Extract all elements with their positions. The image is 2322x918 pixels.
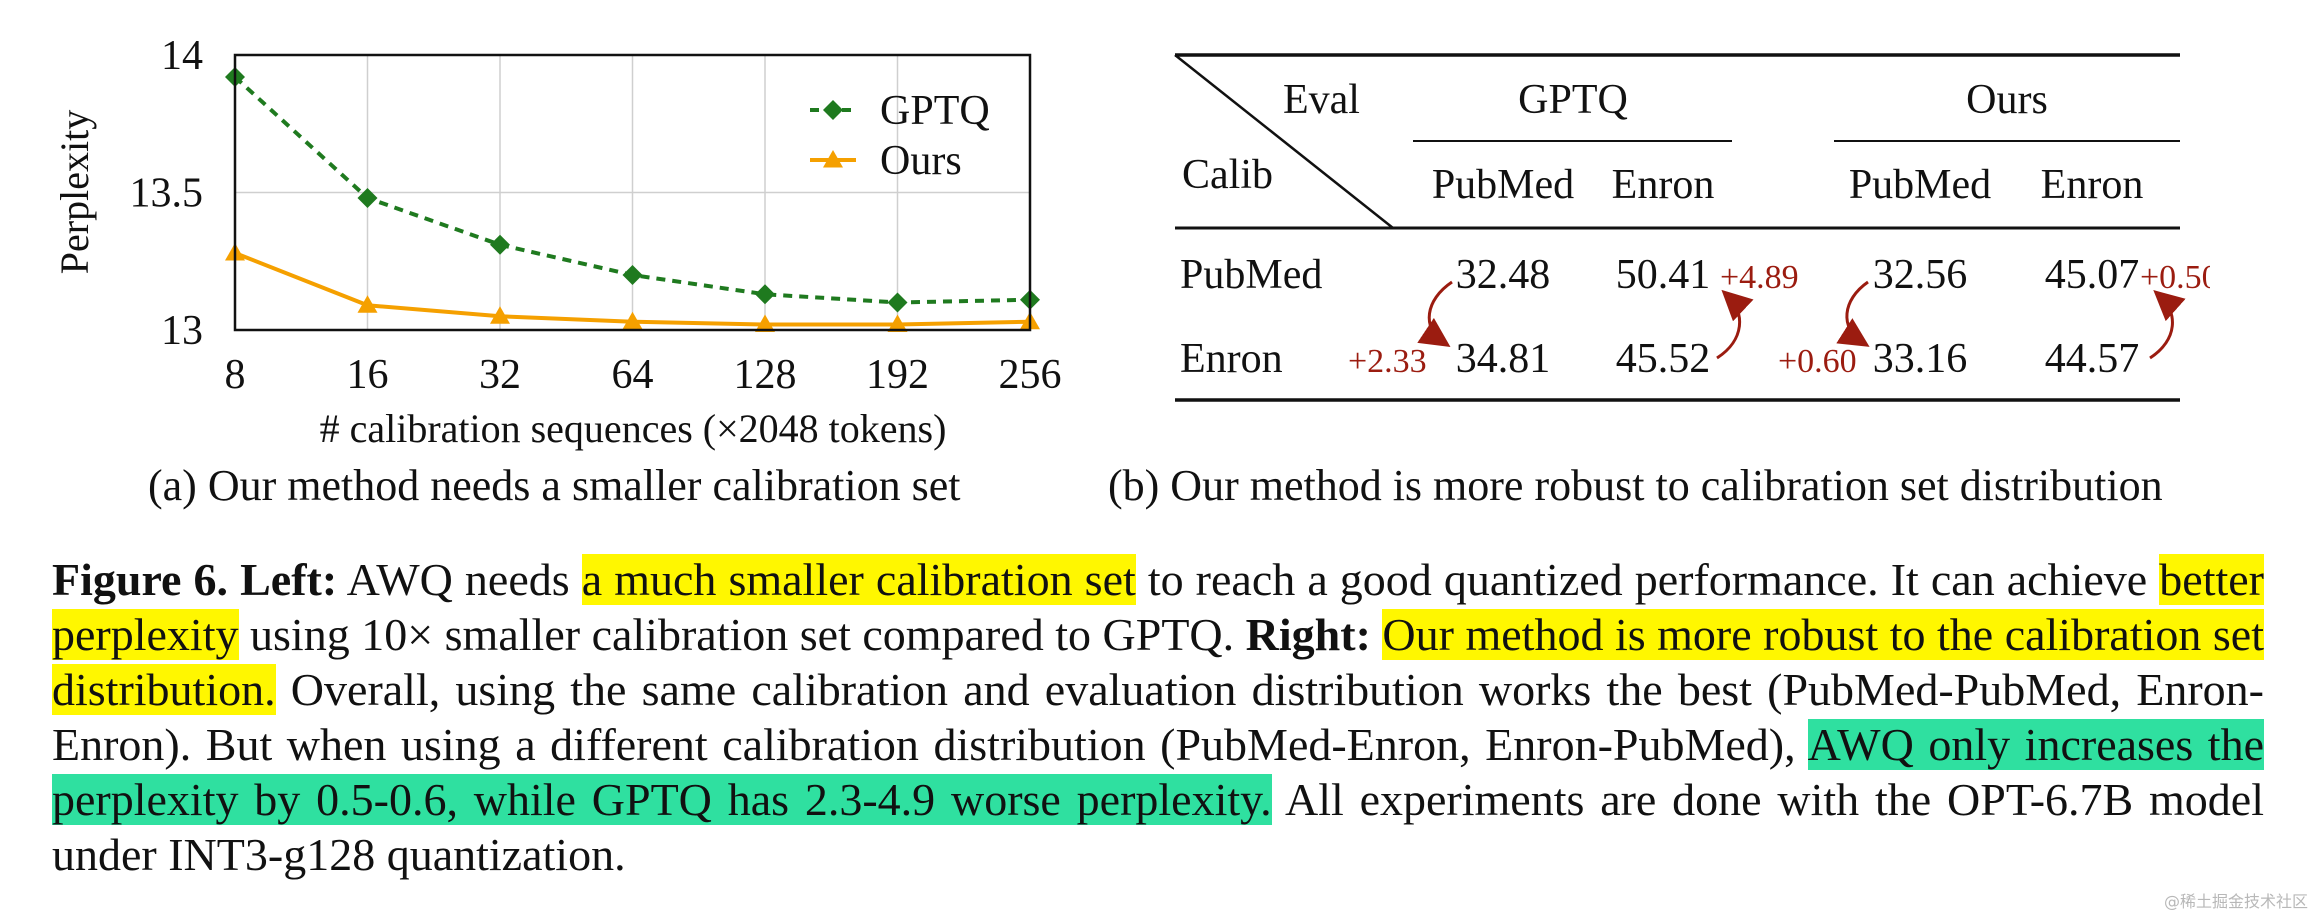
y-tick-label: 13 bbox=[161, 308, 203, 354]
x-tick-label: 256 bbox=[999, 352, 1062, 398]
watermark: @稀土掘金技术社区 bbox=[2163, 892, 2308, 911]
x-tick-label: 32 bbox=[479, 352, 521, 398]
data-point-ours bbox=[887, 314, 908, 332]
row-label-enron: Enron bbox=[1180, 336, 1283, 382]
perplexity-line-chart: 8 16 32 64 128 192 256 14 13.5 13 Perplexity # ca… bbox=[52, 33, 1062, 451]
x-tick-label: 16 bbox=[347, 352, 389, 398]
data-point-gptq bbox=[357, 188, 378, 208]
caption-figure-number: Figure 6. bbox=[52, 554, 229, 605]
cell-enron-ours-enron: 44.57 bbox=[2045, 336, 2140, 382]
delta-gptq-pubmed: +2.33 bbox=[1348, 343, 1427, 380]
group-header-ours: Ours bbox=[1966, 77, 2048, 123]
y-axis-label: Perplexity bbox=[52, 110, 97, 274]
y-tick-label: 13.5 bbox=[130, 171, 204, 217]
arrow-gptq-enron bbox=[1716, 289, 1754, 360]
y-tick-label: 14 bbox=[161, 33, 203, 79]
subcaption-a: (a) Our method needs a smaller calibrati… bbox=[148, 461, 961, 510]
caption-left-label: Left: bbox=[240, 554, 338, 605]
x-axis-label: # calibration sequences (×2048 tokens) bbox=[320, 406, 947, 451]
corner-eval-label: Eval bbox=[1283, 77, 1360, 123]
caption-text-3: using 10× smaller calibration set compar… bbox=[238, 609, 1246, 660]
col-header-ours-enron: Enron bbox=[2041, 162, 2144, 208]
data-point-gptq bbox=[887, 292, 908, 313]
delta-ours-enron: +0.50 bbox=[2140, 259, 2210, 296]
chart-ticks: 8 16 32 64 128 192 256 14 13.5 13 bbox=[130, 33, 1062, 398]
data-point-ours bbox=[755, 314, 775, 332]
cell-pubmed-ours-enron: 45.07 bbox=[2045, 252, 2140, 298]
cell-enron-gptq-enron: 45.52 bbox=[1616, 336, 1711, 382]
caption-right-label: Right: bbox=[1245, 609, 1371, 660]
legend-marker-ours bbox=[823, 150, 843, 168]
data-point-ours bbox=[357, 295, 378, 313]
legend-marker-gptq bbox=[823, 100, 843, 120]
x-tick-label: 192 bbox=[866, 352, 929, 398]
plot-frame bbox=[233, 53, 1032, 332]
caption-text-5: Overall, using the same calibration and … bbox=[52, 664, 2264, 770]
caption-text-2: to reach a good quantized performance. I… bbox=[1135, 554, 2160, 605]
col-header-gptq-enron: Enron bbox=[1612, 162, 1715, 208]
cell-pubmed-ours-pubmed: 32.56 bbox=[1873, 252, 1968, 298]
x-tick-label: 128 bbox=[734, 352, 797, 398]
cell-enron-gptq-pubmed: 34.81 bbox=[1456, 336, 1551, 382]
corner-calib-label: Calib bbox=[1182, 152, 1273, 198]
legend-label-ours: Ours bbox=[880, 138, 962, 184]
cell-pubmed-gptq-enron: 50.41 bbox=[1616, 252, 1711, 298]
x-tick-label: 8 bbox=[225, 352, 246, 398]
row-label-pubmed: PubMed bbox=[1180, 252, 1322, 298]
cell-enron-ours-pubmed: 33.16 bbox=[1873, 336, 1968, 382]
x-tick-label: 64 bbox=[612, 352, 654, 398]
subcaption-b: (b) Our method is more robust to calibra… bbox=[1108, 461, 2163, 510]
arrow-ours-pubmed bbox=[1836, 280, 1870, 347]
caption-highlight-smaller-set: a much smaller calibration set bbox=[581, 554, 1136, 605]
col-header-ours-pubmed: PubMed bbox=[1849, 162, 1991, 208]
corner-diagonal bbox=[1174, 54, 1394, 229]
data-point-gptq bbox=[490, 234, 510, 255]
data-point-gptq bbox=[622, 265, 643, 285]
group-header-gptq: GPTQ bbox=[1518, 77, 1628, 123]
col-header-gptq-pubmed: PubMed bbox=[1432, 162, 1574, 208]
legend-label-gptq: GPTQ bbox=[880, 88, 990, 134]
data-point-ours bbox=[622, 311, 643, 330]
data-point-ours bbox=[490, 306, 510, 324]
figure-caption: Figure 6. Left: AWQ needs a much smaller… bbox=[52, 552, 2264, 882]
caption-text-1: AWQ needs bbox=[337, 554, 582, 605]
caption-text-4 bbox=[1371, 609, 1383, 660]
cell-pubmed-gptq-pubmed: 32.48 bbox=[1456, 252, 1551, 298]
delta-ours-pubmed: +0.60 bbox=[1778, 343, 1857, 380]
arrow-gptq-pubmed bbox=[1417, 280, 1453, 347]
data-point-gptq bbox=[755, 284, 775, 305]
arrow-ours-enron bbox=[2149, 290, 2186, 360]
caption-text-6: All experiments are done with the OPT-6.… bbox=[52, 774, 2264, 880]
robustness-table: Eval Calib GPTQ Ours PubMed Enron PubMed… bbox=[1174, 53, 2210, 402]
delta-gptq-enron: +4.89 bbox=[1720, 259, 1799, 296]
